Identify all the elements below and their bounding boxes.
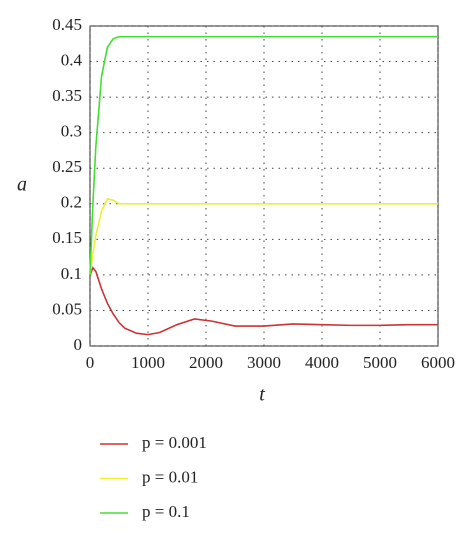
plot-frame bbox=[89, 25, 439, 347]
x-tick-label: 5000 bbox=[363, 353, 397, 372]
y-tick-label: 0.45 bbox=[52, 15, 82, 34]
y-tick-label: 0 bbox=[74, 335, 83, 354]
legend-label: p = 0.1 bbox=[142, 502, 190, 521]
series-line bbox=[89, 35, 438, 275]
x-tick-label: 0 bbox=[86, 353, 95, 372]
y-tick-label: 0.4 bbox=[61, 50, 83, 69]
series-line bbox=[89, 266, 438, 336]
legend-label: p = 0.01 bbox=[142, 467, 198, 486]
x-tick-label: 4000 bbox=[305, 353, 339, 372]
y-tick-label: 0.25 bbox=[52, 157, 82, 176]
y-tick-label: 0.35 bbox=[52, 86, 82, 105]
x-tick-label: 6000 bbox=[421, 353, 455, 372]
y-axis-title: a bbox=[17, 174, 27, 196]
x-tick-label: 1000 bbox=[131, 353, 165, 372]
y-tick-label: 0.05 bbox=[52, 299, 82, 318]
legend-label: p = 0.001 bbox=[142, 433, 207, 452]
y-tick-label: 0.2 bbox=[61, 193, 82, 212]
y-tick-label: 0.3 bbox=[61, 122, 82, 141]
x-tick-label: 2000 bbox=[189, 353, 223, 372]
y-tick-label: 0.15 bbox=[52, 228, 82, 247]
x-axis-title: t bbox=[259, 384, 265, 406]
y-tick-label: 0.1 bbox=[61, 264, 82, 283]
series-line bbox=[89, 197, 438, 275]
x-tick-label: 3000 bbox=[247, 353, 281, 372]
